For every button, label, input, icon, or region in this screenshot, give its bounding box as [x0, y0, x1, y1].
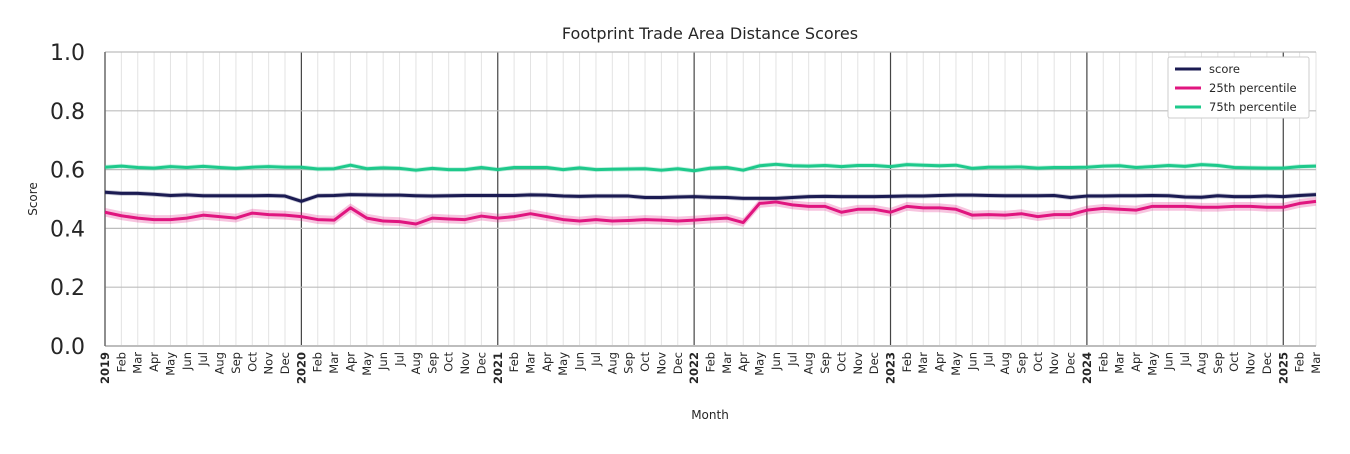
x-tick-month-label: May — [360, 352, 374, 376]
x-tick-month-label: Aug — [1194, 352, 1208, 374]
x-tick-month-label: Feb — [114, 352, 128, 372]
x-tick-month-label: Feb — [507, 352, 521, 372]
x-tick-month-label: Oct — [638, 352, 652, 372]
x-tick-month-label: Feb — [1293, 352, 1307, 372]
y-axis-label: Score — [26, 182, 40, 216]
x-tick-month-label: Jul — [196, 352, 210, 367]
x-tick-month-label: Mar — [523, 352, 537, 374]
x-tick-month-label: Sep — [1014, 352, 1028, 374]
x-tick-month-label: Apr — [1129, 352, 1143, 372]
x-tick-month-label: Nov — [851, 352, 865, 375]
x-tick-month-label: Jun — [965, 352, 979, 371]
x-tick-month-label: May — [556, 352, 570, 376]
x-tick-month-label: Jul — [982, 352, 996, 367]
x-tick-month-label: Nov — [458, 352, 472, 375]
y-tick-label: 0.6 — [50, 159, 85, 184]
x-tick-month-label: Sep — [229, 352, 243, 374]
x-tick-month-label: Apr — [540, 352, 554, 372]
x-tick-month-label: Apr — [736, 352, 750, 372]
x-tick-year-label: 2025 — [1276, 352, 1290, 384]
x-tick-month-label: Dec — [1064, 352, 1078, 374]
x-tick-month-label: May — [949, 352, 963, 376]
x-tick-month-label: Dec — [474, 352, 488, 374]
x-tick-year-label: 2020 — [294, 352, 308, 384]
x-tick-month-label: Nov — [262, 352, 276, 375]
x-tick-month-label: Nov — [654, 352, 668, 375]
y-tick-label: 0.4 — [50, 217, 85, 242]
y-tick-label: 0.2 — [50, 276, 85, 301]
x-tick-month-label: Oct — [1031, 352, 1045, 372]
x-tick-month-label: Feb — [900, 352, 914, 372]
x-tick-month-label: Mar — [720, 352, 734, 374]
x-tick-month-label: Nov — [1047, 352, 1061, 375]
x-tick-month-label: Oct — [245, 352, 259, 372]
x-tick-month-label: Aug — [213, 352, 227, 374]
x-tick-month-label: Jun — [376, 352, 390, 371]
y-tick-label: 1.0 — [50, 41, 85, 66]
legend-label: score — [1209, 62, 1240, 76]
x-tick-month-label: Dec — [867, 352, 881, 374]
x-tick-month-label: Sep — [1211, 352, 1225, 374]
x-tick-month-label: Dec — [278, 352, 292, 374]
y-tick-label: 0.8 — [50, 100, 85, 125]
x-tick-month-label: Dec — [1260, 352, 1274, 374]
x-tick-month-label: Jun — [180, 352, 194, 371]
legend: score 25th percentile 75th percentile — [1168, 57, 1309, 118]
x-tick-month-label: Apr — [147, 352, 161, 372]
x-tick-month-label: Sep — [622, 352, 636, 374]
y-ticks: 0.0 0.2 0.4 0.6 0.8 1.0 — [50, 41, 85, 360]
x-tick-month-label: Mar — [1113, 352, 1127, 374]
x-tick-year-label: 2019 — [98, 352, 112, 384]
x-tick-month-label: Aug — [605, 352, 619, 374]
x-tick-month-label: Oct — [442, 352, 456, 372]
x-tick-month-label: Dec — [671, 352, 685, 374]
x-tick-year-label: 2022 — [687, 352, 701, 384]
x-axis-label: Month — [691, 408, 729, 422]
x-tick-month-label: Aug — [409, 352, 423, 374]
x-tick-month-label: Feb — [1096, 352, 1110, 372]
x-tick-month-label: Aug — [998, 352, 1012, 374]
y-tick-label: 0.0 — [50, 335, 85, 360]
x-tick-month-label: May — [163, 352, 177, 376]
x-tick-month-label: Jun — [769, 352, 783, 371]
x-tick-month-label: Feb — [704, 352, 718, 372]
x-tick-month-label: Mar — [131, 352, 145, 374]
x-tick-month-label: May — [753, 352, 767, 376]
x-tick-month-label: Apr — [933, 352, 947, 372]
chart-title: Footprint Trade Area Distance Scores — [562, 24, 858, 43]
x-tick-month-label: Jul — [785, 352, 799, 367]
x-tick-month-label: Nov — [1244, 352, 1258, 375]
x-tick-year-label: 2023 — [884, 352, 898, 384]
x-tick-month-label: May — [1145, 352, 1159, 376]
x-tick-month-label: Jul — [589, 352, 603, 367]
legend-label: 75th percentile — [1209, 100, 1297, 114]
x-tick-month-label: Aug — [802, 352, 816, 374]
x-tick-month-label: Oct — [1227, 352, 1241, 372]
x-tick-month-label: Feb — [311, 352, 325, 372]
x-tick-month-label: Oct — [834, 352, 848, 372]
x-tick-month-label: Mar — [916, 352, 930, 374]
x-tick-month-label: Jul — [393, 352, 407, 367]
x-tick-month-label: Jun — [1162, 352, 1176, 371]
x-tick-month-label: Mar — [327, 352, 341, 374]
x-tick-year-label: 2024 — [1080, 352, 1094, 384]
x-tick-month-label: Jul — [1178, 352, 1192, 367]
x-tick-month-label: Sep — [425, 352, 439, 374]
x-tick-month-label: Jun — [573, 352, 587, 371]
legend-label: 25th percentile — [1209, 81, 1297, 95]
x-tick-month-label: Sep — [818, 352, 832, 374]
x-tick-year-label: 2021 — [491, 352, 505, 384]
x-tick-month-label: Mar — [1309, 352, 1323, 374]
x-tick-month-label: Apr — [343, 352, 357, 372]
